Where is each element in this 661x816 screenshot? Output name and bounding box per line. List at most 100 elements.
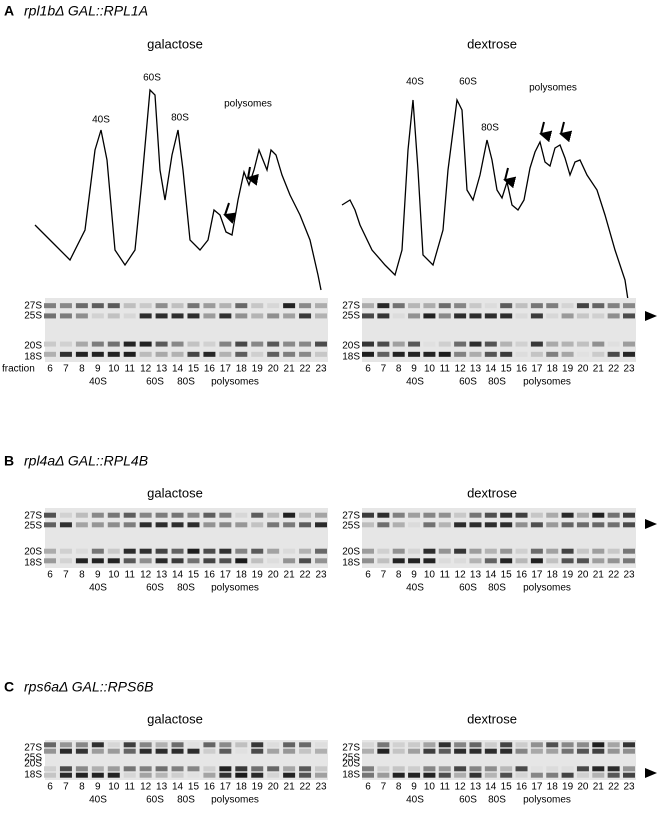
gel-band	[561, 748, 574, 754]
gel-band	[123, 766, 136, 772]
fraction-number: 8	[396, 364, 402, 375]
gel-band	[59, 351, 72, 357]
gel	[45, 298, 328, 362]
fraction-group: 40S	[406, 795, 424, 806]
gel-band	[299, 742, 312, 748]
fraction-number: 20	[577, 364, 589, 375]
gel-band	[235, 351, 248, 357]
gel-band	[500, 341, 513, 347]
fraction-number: 6	[365, 782, 371, 793]
gel-band	[454, 303, 467, 309]
gel-band	[315, 303, 327, 309]
fraction-number: 18	[236, 782, 248, 793]
gel-band	[283, 512, 296, 518]
fraction-number: 19	[562, 364, 574, 375]
gel-band	[392, 766, 405, 772]
gel-band	[515, 742, 528, 748]
gel-band	[59, 522, 72, 528]
gel-band	[423, 512, 436, 518]
gel-band	[44, 548, 56, 554]
gel-band	[155, 766, 168, 772]
rrna-label: 25S	[24, 311, 42, 322]
gel-band	[203, 522, 216, 528]
gel-band	[283, 558, 296, 564]
fraction-group: polysomes	[523, 583, 571, 594]
fraction-group: polysomes	[211, 583, 259, 594]
gel-band	[267, 522, 280, 528]
gel-band	[408, 558, 421, 564]
rrna-label: 20S	[24, 547, 42, 558]
gel-band	[267, 548, 280, 554]
gel-band	[469, 772, 482, 778]
condition-label: dextrose	[467, 36, 517, 51]
gel-band	[315, 313, 327, 319]
gel-band	[251, 303, 264, 309]
fraction-group: 60S	[146, 583, 164, 594]
fraction-group: 40S	[89, 377, 107, 388]
figure-content	[34, 88, 657, 778]
condition-label: galactose	[147, 36, 203, 51]
fraction-number: 16	[204, 364, 216, 375]
gel-band	[392, 548, 405, 554]
fraction-number: 18	[236, 570, 248, 581]
gel-band	[107, 512, 120, 518]
fraction-number: 10	[424, 364, 436, 375]
gel-band	[377, 522, 390, 528]
fraction-number: 12	[455, 364, 467, 375]
gel-band	[203, 512, 216, 518]
gel-band	[187, 313, 200, 319]
rrna-label: 18S	[342, 770, 360, 781]
gel-band	[377, 558, 390, 564]
gel-band	[251, 558, 264, 564]
gel-band	[315, 772, 327, 778]
gel-band	[299, 766, 312, 772]
gel-band	[315, 548, 327, 554]
gel-band	[469, 522, 482, 528]
gel-band	[454, 522, 467, 528]
gel-band	[235, 313, 248, 319]
gel-band	[299, 748, 312, 754]
fraction-number: 8	[396, 570, 402, 581]
fraction-number: 7	[381, 782, 387, 793]
gel-band	[423, 303, 436, 309]
gel-band	[623, 742, 635, 748]
gel-band	[377, 313, 390, 319]
gel-band	[155, 522, 168, 528]
gel-band	[267, 772, 280, 778]
gel-band	[299, 341, 312, 347]
fraction-number: 6	[365, 364, 371, 375]
fraction-number: 7	[381, 364, 387, 375]
gel-band	[500, 742, 513, 748]
gel-band	[171, 742, 184, 748]
gel-band	[515, 522, 528, 528]
gel-band	[123, 522, 136, 528]
gel-band	[139, 341, 152, 347]
fraction-number: 19	[252, 364, 264, 375]
peak-label: 80S	[481, 123, 499, 134]
gel-band	[530, 303, 543, 309]
rrna-label: 27S	[342, 301, 360, 312]
fraction-number: 6	[47, 364, 53, 375]
gel-band	[607, 772, 620, 778]
fraction-number: 14	[172, 364, 184, 375]
gel-band	[91, 548, 104, 554]
gel-band	[123, 772, 136, 778]
fraction-number: 11	[440, 570, 451, 581]
gel-band	[59, 742, 72, 748]
fraction-number: 9	[411, 364, 417, 375]
gel-band	[44, 766, 56, 772]
gel-band	[623, 548, 635, 554]
fraction-group: polysomes	[211, 377, 259, 388]
gel-band	[267, 742, 280, 748]
gel-band	[576, 558, 589, 564]
gel-band	[546, 512, 559, 518]
gel	[362, 740, 636, 780]
gel-band	[219, 548, 232, 554]
gel-band	[623, 558, 635, 564]
gel-band	[592, 748, 605, 754]
gel-band	[392, 742, 405, 748]
fraction-group: 40S	[406, 377, 424, 388]
gel-band	[107, 341, 120, 347]
gel-band	[171, 303, 184, 309]
gel-band	[469, 558, 482, 564]
